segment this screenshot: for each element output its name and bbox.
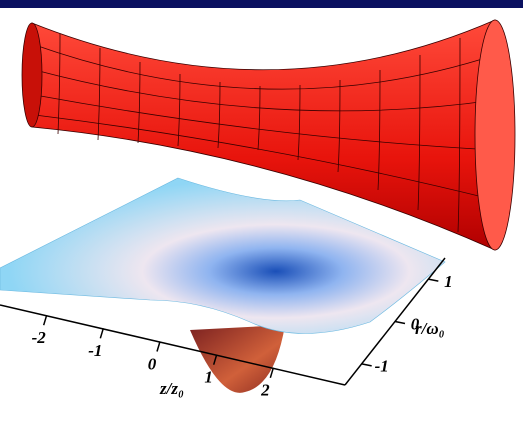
x-tick-label: 0 xyxy=(148,354,157,373)
x-tick xyxy=(44,315,47,325)
figure: z/z₀ r/ω₀ -2 -1 0 1 2 -1 0 1 xyxy=(0,0,523,425)
top-bar xyxy=(0,0,523,8)
y-axis-label: r/ω₀ xyxy=(415,319,445,338)
x-tick-label: -2 xyxy=(32,328,47,347)
x-tick-label: 2 xyxy=(260,381,270,400)
x-tick-label: -1 xyxy=(88,341,102,360)
x-tick-label: 1 xyxy=(204,368,213,387)
y-tick-label: 0 xyxy=(411,314,420,333)
y-tick-label: 1 xyxy=(444,272,453,291)
y-tick xyxy=(428,279,438,281)
y-tick xyxy=(395,322,405,324)
x-tick xyxy=(100,328,103,338)
x-axis-label: z/z₀ xyxy=(159,379,184,398)
y-tick-label: -1 xyxy=(375,357,389,376)
x-tick xyxy=(157,342,160,352)
y-tick xyxy=(362,364,372,366)
